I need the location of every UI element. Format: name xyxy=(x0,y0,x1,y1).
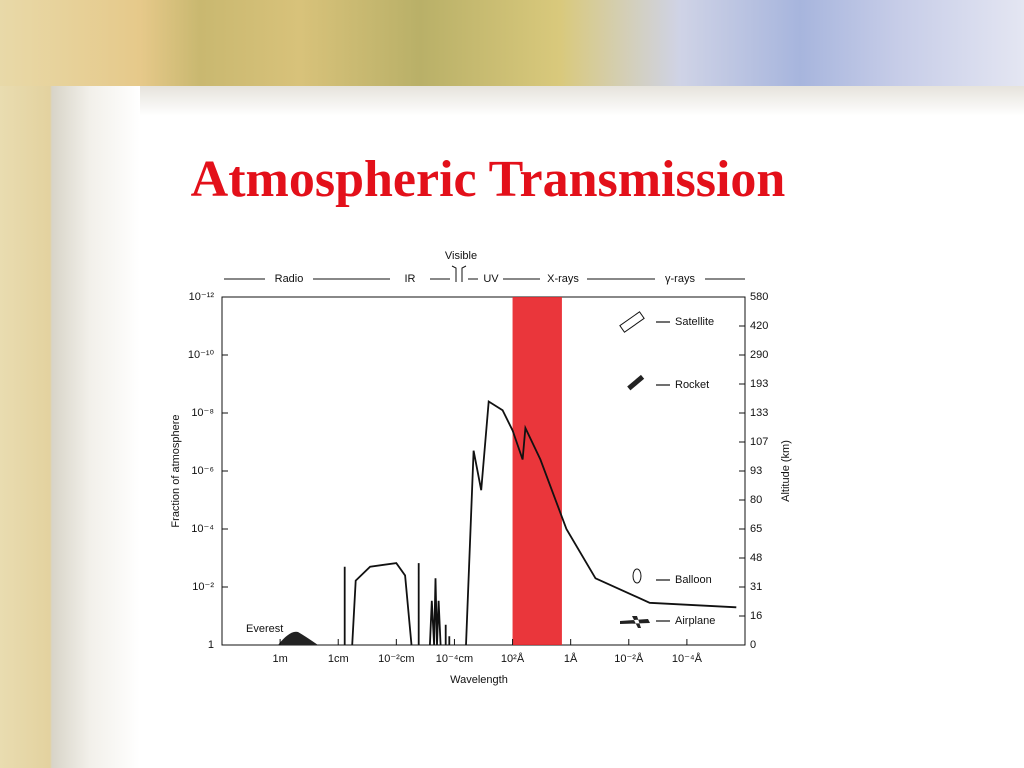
x-tick-label: 10²Å xyxy=(501,652,525,665)
y-tick-label: 10⁻⁸ xyxy=(191,407,214,419)
line-series xyxy=(343,399,737,646)
y-tick-label: 1 xyxy=(208,639,214,651)
x-tick-label: 10⁻⁴cm xyxy=(436,653,473,665)
x-tick-label: 1cm xyxy=(328,653,349,665)
platform-label: Satellite xyxy=(675,316,714,328)
y2-tick-label: 93 xyxy=(750,465,762,477)
platform-icons xyxy=(278,311,650,645)
y-axis-label: Fraction of atmosphere xyxy=(170,414,182,527)
landmark-label: Everest xyxy=(246,623,283,635)
banner-shadow xyxy=(140,86,1024,116)
y-tick-label: 10⁻² xyxy=(192,581,214,593)
x-tick-label: 10⁻²Å xyxy=(614,652,644,665)
chart-title: Atmospheric Transmission xyxy=(191,151,786,208)
x-tick-label: 10⁻⁴Å xyxy=(672,652,703,665)
y2-tick-label: 107 xyxy=(750,436,768,448)
platform-label: Balloon xyxy=(675,574,712,586)
y-tick-label: 10⁻¹² xyxy=(189,291,215,303)
y2-tick-label: 80 xyxy=(750,494,762,506)
region-label: Radio xyxy=(275,273,304,285)
x-tick-label: 10⁻²cm xyxy=(378,653,414,665)
y2-tick-label: 31 xyxy=(750,581,762,593)
y-tick-label: 10⁻¹⁰ xyxy=(188,349,215,361)
y2-tick-label: 420 xyxy=(750,320,768,332)
x-tick-label: 1Å xyxy=(564,652,578,665)
region-label: γ-rays xyxy=(665,273,695,285)
y2-tick-label: 193 xyxy=(750,378,768,390)
region-label: UV xyxy=(483,273,499,285)
x-axis-label: Wavelength xyxy=(450,674,508,686)
y2-tick-label: 16 xyxy=(750,610,762,622)
y2-tick-label: 290 xyxy=(750,349,768,361)
y-tick-label: 10⁻⁴ xyxy=(191,523,214,535)
x-tick-label: 1m xyxy=(272,653,287,665)
platform-label: Rocket xyxy=(675,379,709,391)
y2-axis-label: Altitude (km) xyxy=(780,440,792,502)
platform-leaders xyxy=(656,321,670,622)
region-label: X-rays xyxy=(547,273,579,285)
highlight-band xyxy=(512,297,562,645)
y2-tick-label: 48 xyxy=(750,552,762,564)
banner xyxy=(0,0,1024,86)
y2-tick-label: 0 xyxy=(750,639,756,651)
y2-tick-label: 580 xyxy=(750,291,768,303)
platform-label: Airplane xyxy=(675,615,715,627)
y2-tick-label: 133 xyxy=(750,407,768,419)
y-tick-label: 10⁻⁶ xyxy=(191,465,214,477)
region-arrows xyxy=(224,265,745,282)
region-label: IR xyxy=(405,273,416,285)
region-label: Visible xyxy=(445,250,477,262)
y2-tick-label: 65 xyxy=(750,523,762,535)
